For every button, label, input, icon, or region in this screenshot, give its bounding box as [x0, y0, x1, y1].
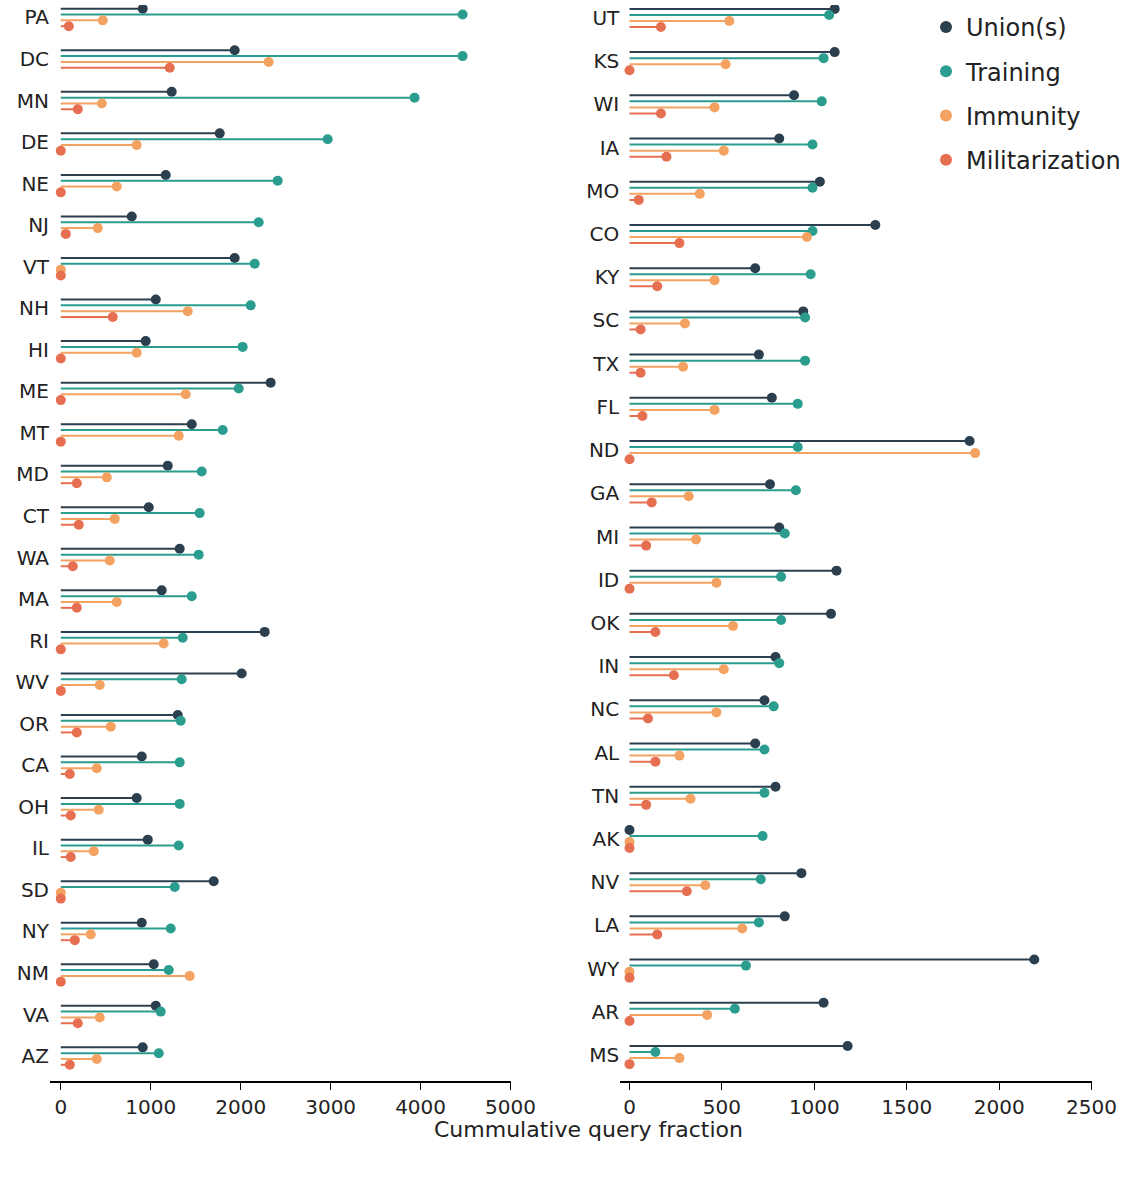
svg-text:1000: 1000 [789, 1095, 840, 1119]
svg-text:SD: SD [21, 878, 49, 902]
svg-text:KS: KS [593, 49, 619, 73]
svg-text:UT: UT [592, 6, 620, 30]
svg-text:1000: 1000 [125, 1095, 176, 1119]
svg-text:2000: 2000 [974, 1095, 1025, 1119]
svg-text:AR: AR [592, 1000, 620, 1024]
svg-text:NJ: NJ [28, 213, 49, 237]
svg-text:MO: MO [586, 179, 619, 203]
svg-text:AL: AL [594, 741, 620, 765]
svg-text:2500: 2500 [1066, 1095, 1117, 1119]
svg-text:IN: IN [598, 654, 619, 678]
svg-text:0: 0 [623, 1095, 636, 1119]
svg-text:IA: IA [600, 136, 620, 160]
svg-text:MI: MI [596, 525, 619, 549]
svg-text:FL: FL [597, 395, 621, 419]
svg-text:WY: WY [587, 957, 620, 981]
svg-text:ND: ND [589, 438, 619, 462]
svg-text:CO: CO [590, 222, 620, 246]
svg-text:WI: WI [594, 92, 620, 116]
svg-text:Cummulative query fraction: Cummulative query fraction [434, 1117, 743, 1142]
svg-text:Immunity: Immunity [966, 103, 1081, 131]
svg-text:NM: NM [17, 961, 49, 985]
svg-text:PA: PA [25, 5, 50, 29]
svg-text:NY: NY [22, 919, 50, 943]
svg-text:0: 0 [54, 1095, 67, 1119]
svg-text:CT: CT [23, 504, 50, 528]
svg-text:OH: OH [18, 795, 49, 819]
svg-text:HI: HI [28, 338, 49, 362]
svg-text:OK: OK [590, 611, 620, 635]
svg-text:ME: ME [19, 379, 49, 403]
svg-text:MA: MA [18, 587, 49, 611]
svg-text:Union(s): Union(s) [966, 14, 1067, 42]
svg-text:RI: RI [29, 629, 49, 653]
svg-text:MN: MN [17, 89, 49, 113]
svg-text:NC: NC [590, 697, 619, 721]
svg-text:NE: NE [21, 172, 49, 196]
svg-text:2000: 2000 [215, 1095, 266, 1119]
svg-text:ID: ID [598, 568, 619, 592]
svg-text:MT: MT [20, 421, 50, 445]
svg-text:TN: TN [591, 784, 619, 808]
svg-text:VA: VA [23, 1003, 49, 1027]
svg-text:LA: LA [594, 913, 620, 937]
svg-text:Training: Training [965, 59, 1061, 87]
svg-text:VT: VT [23, 255, 50, 279]
svg-text:GA: GA [590, 481, 619, 505]
svg-text:WV: WV [16, 670, 50, 694]
svg-text:DE: DE [21, 130, 49, 154]
svg-text:OR: OR [19, 712, 49, 736]
svg-text:MD: MD [16, 462, 49, 486]
svg-text:4000: 4000 [395, 1095, 446, 1119]
svg-text:KY: KY [595, 265, 620, 289]
svg-text:WA: WA [17, 546, 50, 570]
svg-text:NV: NV [591, 870, 620, 894]
svg-text:IL: IL [32, 836, 50, 860]
svg-text:DC: DC [20, 47, 49, 71]
svg-text:NH: NH [19, 296, 49, 320]
svg-text:5000: 5000 [485, 1095, 536, 1119]
svg-text:SC: SC [593, 308, 620, 332]
svg-text:3000: 3000 [305, 1095, 356, 1119]
svg-text:CA: CA [21, 753, 49, 777]
svg-text:TX: TX [592, 352, 619, 376]
svg-text:AZ: AZ [22, 1044, 49, 1068]
svg-text:1500: 1500 [881, 1095, 932, 1119]
svg-text:AK: AK [592, 827, 620, 851]
svg-text:500: 500 [703, 1095, 741, 1119]
svg-text:Militarization: Militarization [966, 147, 1121, 175]
svg-text:MS: MS [589, 1043, 619, 1067]
